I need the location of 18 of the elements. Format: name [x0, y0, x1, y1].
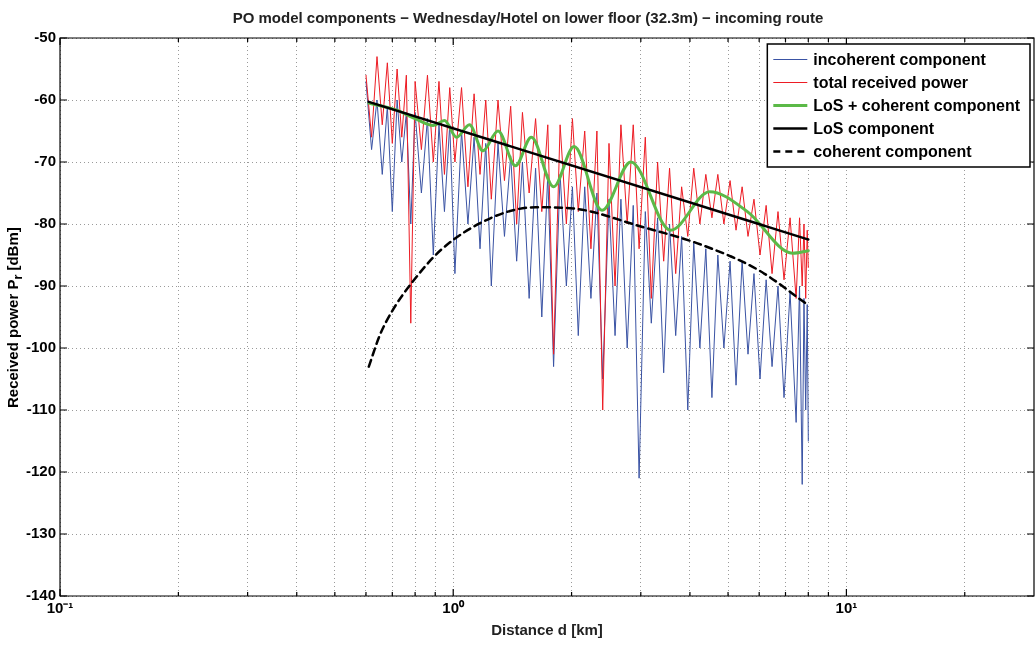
legend-label: incoherent component — [813, 50, 987, 68]
y-tick-label: -80 — [34, 214, 57, 232]
y-tick-label: -60 — [34, 90, 57, 108]
y-tick-label: -70 — [34, 152, 57, 170]
legend-label: coherent component — [813, 142, 973, 160]
x-axis-title: Distance d [km] — [491, 621, 603, 639]
y-tick-label: -90 — [34, 276, 57, 294]
y-tick-label: -130 — [25, 524, 57, 542]
y-tick-label: -50 — [34, 28, 57, 46]
x-tick-label: 10⁰ — [442, 599, 466, 617]
chart-title: PO model components − Wednesday/Hotel on lower floor (32.3m) − incoming route — [232, 9, 824, 27]
y-tick-label: -110 — [26, 400, 57, 418]
legend-label: LoS component — [813, 119, 935, 137]
y-tick-label: -120 — [25, 462, 57, 480]
legend-label: LoS + coherent component — [813, 96, 1021, 114]
x-tick-label: 10¹ — [835, 599, 858, 617]
legend-label: total received power — [813, 73, 969, 91]
y-tick-label: -100 — [25, 338, 57, 356]
